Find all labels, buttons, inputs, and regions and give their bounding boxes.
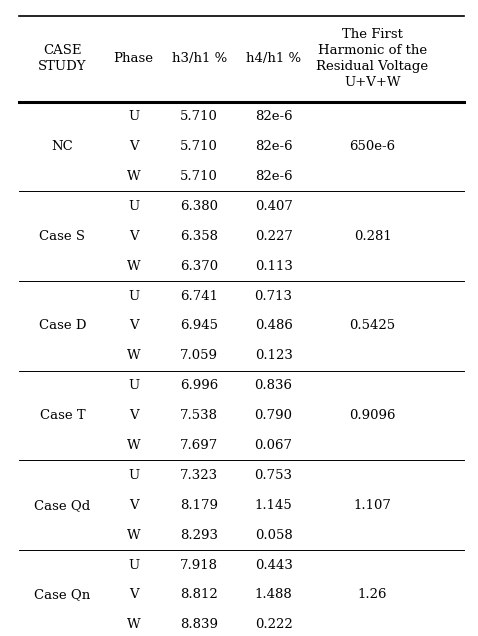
Text: 82e-6: 82e-6 bbox=[255, 140, 293, 153]
Text: 7.538: 7.538 bbox=[180, 409, 218, 422]
Text: Case S: Case S bbox=[40, 230, 86, 243]
Text: 7.918: 7.918 bbox=[180, 558, 218, 572]
Text: NC: NC bbox=[52, 140, 73, 153]
Text: U: U bbox=[128, 558, 139, 572]
Text: W: W bbox=[127, 170, 141, 183]
Text: 0.058: 0.058 bbox=[255, 529, 293, 542]
Text: 7.323: 7.323 bbox=[180, 469, 218, 482]
Text: 0.227: 0.227 bbox=[255, 230, 293, 243]
Text: Case D: Case D bbox=[39, 319, 86, 333]
Text: 0.790: 0.790 bbox=[255, 409, 293, 422]
Text: 0.113: 0.113 bbox=[255, 259, 293, 273]
Text: 1.107: 1.107 bbox=[354, 499, 391, 512]
Text: 1.26: 1.26 bbox=[358, 588, 387, 602]
Text: V: V bbox=[129, 409, 139, 422]
Text: 0.067: 0.067 bbox=[255, 439, 293, 452]
Text: U: U bbox=[128, 289, 139, 303]
Text: 7.059: 7.059 bbox=[180, 349, 218, 363]
Text: V: V bbox=[129, 140, 139, 153]
Text: 0.486: 0.486 bbox=[255, 319, 293, 333]
Text: 0.713: 0.713 bbox=[255, 289, 293, 303]
Text: 1.488: 1.488 bbox=[255, 588, 293, 602]
Text: 0.753: 0.753 bbox=[255, 469, 293, 482]
Text: 0.123: 0.123 bbox=[255, 349, 293, 363]
Text: 0.281: 0.281 bbox=[354, 230, 391, 243]
Text: h3/h1 %: h3/h1 % bbox=[172, 52, 227, 66]
Text: 8.179: 8.179 bbox=[180, 499, 218, 512]
Text: 6.380: 6.380 bbox=[180, 200, 218, 213]
Text: V: V bbox=[129, 499, 139, 512]
Text: V: V bbox=[129, 230, 139, 243]
Text: W: W bbox=[127, 259, 141, 273]
Text: 0.9096: 0.9096 bbox=[349, 409, 396, 422]
Text: 0.443: 0.443 bbox=[255, 558, 293, 572]
Text: 0.222: 0.222 bbox=[255, 618, 293, 632]
Text: 5.710: 5.710 bbox=[180, 140, 218, 153]
Text: 6.370: 6.370 bbox=[180, 259, 218, 273]
Text: 8.293: 8.293 bbox=[180, 529, 218, 542]
Text: W: W bbox=[127, 529, 141, 542]
Text: U: U bbox=[128, 200, 139, 213]
Text: 7.697: 7.697 bbox=[180, 439, 218, 452]
Text: 8.839: 8.839 bbox=[180, 618, 218, 632]
Text: V: V bbox=[129, 588, 139, 602]
Text: 0.407: 0.407 bbox=[255, 200, 293, 213]
Text: 1.145: 1.145 bbox=[255, 499, 293, 512]
Text: Case Qd: Case Qd bbox=[34, 499, 91, 512]
Text: 650e-6: 650e-6 bbox=[349, 140, 396, 153]
Text: 6.996: 6.996 bbox=[180, 379, 218, 392]
Text: 82e-6: 82e-6 bbox=[255, 170, 293, 183]
Text: Case T: Case T bbox=[40, 409, 85, 422]
Text: 6.741: 6.741 bbox=[180, 289, 218, 303]
Text: 6.358: 6.358 bbox=[180, 230, 218, 243]
Text: 5.710: 5.710 bbox=[180, 110, 218, 123]
Text: Phase: Phase bbox=[114, 52, 153, 66]
Text: Case Qn: Case Qn bbox=[34, 588, 91, 602]
Text: V: V bbox=[129, 319, 139, 333]
Text: 0.5425: 0.5425 bbox=[349, 319, 396, 333]
Text: 6.945: 6.945 bbox=[180, 319, 218, 333]
Text: U: U bbox=[128, 379, 139, 392]
Text: 5.710: 5.710 bbox=[180, 170, 218, 183]
Text: W: W bbox=[127, 439, 141, 452]
Text: 0.836: 0.836 bbox=[255, 379, 293, 392]
Text: U: U bbox=[128, 469, 139, 482]
Text: 82e-6: 82e-6 bbox=[255, 110, 293, 123]
Text: W: W bbox=[127, 349, 141, 363]
Text: 8.812: 8.812 bbox=[180, 588, 218, 602]
Text: h4/h1 %: h4/h1 % bbox=[246, 52, 301, 66]
Text: The First
Harmonic of the
Residual Voltage
U+V+W: The First Harmonic of the Residual Volta… bbox=[316, 29, 429, 89]
Text: W: W bbox=[127, 618, 141, 632]
Text: CASE
STUDY: CASE STUDY bbox=[38, 45, 87, 73]
Text: U: U bbox=[128, 110, 139, 123]
